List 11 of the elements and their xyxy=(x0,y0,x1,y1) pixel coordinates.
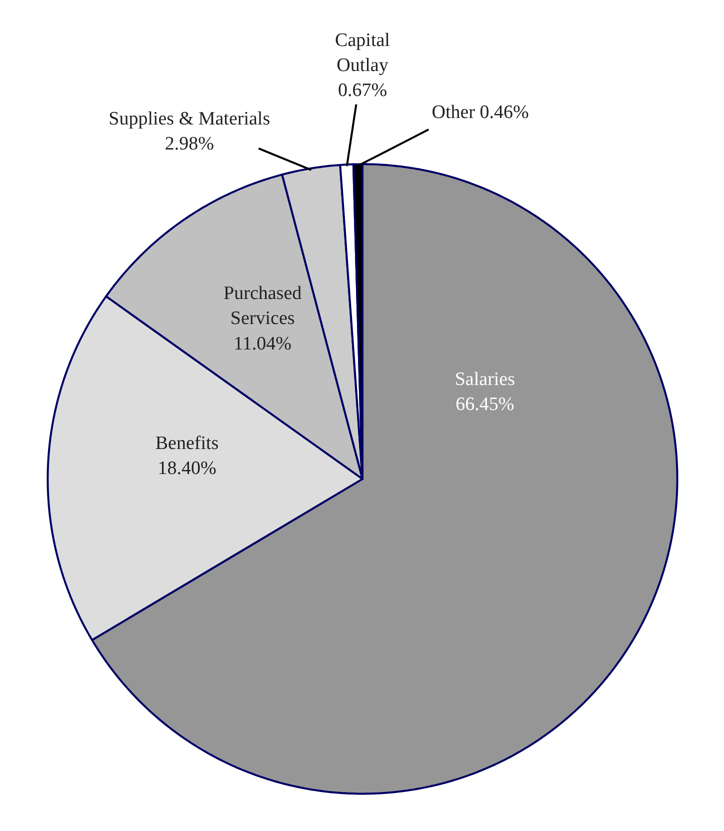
data-label: 0.67% xyxy=(338,80,388,102)
data-label: 11.04% xyxy=(234,333,292,354)
data-label: 2.98% xyxy=(164,134,214,155)
slice-label: Supplies & Materials xyxy=(108,108,270,130)
slice-label: Other 0.46% xyxy=(432,102,530,124)
slice-label: Benefits xyxy=(155,432,219,454)
slice-label: Capital Outlay xyxy=(335,30,390,76)
data-label: 66.45% xyxy=(456,394,514,416)
slice-label: Purchased Services xyxy=(224,283,302,330)
slice-label: Salaries xyxy=(454,368,516,390)
data-label: 18.40% xyxy=(158,458,216,480)
